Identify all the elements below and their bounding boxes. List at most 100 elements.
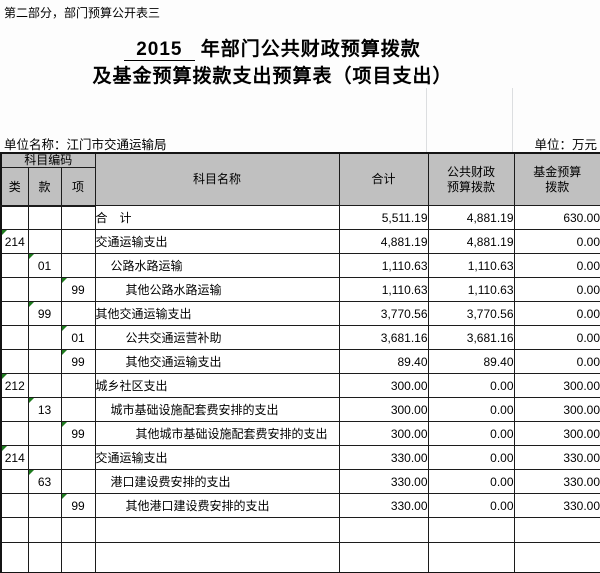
cell-code-section[interactable] — [27, 493, 62, 518]
cell-fund[interactable]: 300.00 — [513, 397, 600, 422]
cell-code-class[interactable]: 214 — [0, 229, 29, 254]
cell-code-class[interactable]: 214 — [0, 445, 29, 470]
cell-code-section[interactable]: 13 — [27, 397, 62, 422]
cell-code-class[interactable] — [0, 493, 29, 518]
cell-fund[interactable]: 330.00 — [513, 445, 600, 470]
cell-code-item[interactable]: 99 — [60, 493, 96, 518]
cell-code-section[interactable] — [27, 229, 62, 254]
cell-total[interactable]: 330.00 — [338, 493, 429, 518]
cell-total[interactable]: 3,681.16 — [338, 325, 429, 350]
cell-public-finance[interactable]: 1,110.63 — [427, 277, 515, 302]
cell-total[interactable]: 1,110.63 — [338, 253, 429, 278]
cell-subject-name[interactable]: 交通运输支出 — [94, 445, 340, 470]
cell-code-section[interactable] — [27, 373, 62, 398]
cell-code-section[interactable] — [27, 349, 62, 374]
cell-total[interactable]: 4,881.19 — [338, 229, 429, 254]
cell-subject-name[interactable]: 其他公路水路运输 — [94, 277, 340, 302]
cell-fund[interactable]: 0.00 — [513, 325, 600, 350]
cell-code-item[interactable] — [60, 253, 96, 278]
cell-code-item[interactable] — [60, 301, 96, 326]
cell-fund[interactable]: 0.00 — [513, 277, 600, 302]
cell-code-section[interactable]: 99 — [27, 301, 62, 326]
cell-subject-name[interactable]: 交通运输支出 — [94, 229, 340, 254]
cell-fund[interactable]: 0.00 — [513, 229, 600, 254]
cell-total[interactable]: 330.00 — [338, 469, 429, 494]
cell-public-finance[interactable] — [427, 542, 515, 573]
cell-subject-name[interactable]: 城乡社区支出 — [94, 373, 340, 398]
cell-code-section[interactable] — [27, 445, 62, 470]
cell-subject-name[interactable]: 公路水路运输 — [94, 253, 340, 278]
cell-subject-name[interactable]: 合 计 — [94, 205, 340, 230]
cell-fund[interactable]: 330.00 — [513, 469, 600, 494]
cell-public-finance[interactable]: 0.00 — [427, 493, 515, 518]
cell-public-finance[interactable]: 3,770.56 — [427, 301, 515, 326]
cell-code-class[interactable] — [0, 325, 29, 350]
cell-code-section[interactable] — [27, 542, 62, 573]
cell-total[interactable]: 5,511.19 — [338, 205, 429, 230]
cell-fund[interactable]: 300.00 — [513, 373, 600, 398]
cell-total[interactable]: 1,110.63 — [338, 277, 429, 302]
cell-code-section[interactable]: 63 — [27, 469, 62, 494]
cell-code-class[interactable] — [0, 253, 29, 278]
cell-code-item[interactable]: 99 — [60, 421, 96, 446]
cell-code-item[interactable]: 99 — [60, 349, 96, 374]
cell-code-item[interactable] — [60, 229, 96, 254]
cell-fund[interactable]: 0.00 — [513, 301, 600, 326]
cell-total[interactable] — [338, 517, 429, 543]
cell-code-section[interactable] — [27, 421, 62, 446]
cell-code-class[interactable] — [0, 542, 29, 573]
cell-code-section[interactable] — [27, 205, 62, 230]
cell-fund[interactable] — [513, 517, 600, 543]
cell-fund[interactable]: 0.00 — [513, 253, 600, 278]
cell-public-finance[interactable]: 4,881.19 — [427, 205, 515, 230]
cell-code-item[interactable] — [60, 397, 96, 422]
cell-fund[interactable]: 300.00 — [513, 421, 600, 446]
cell-total[interactable]: 3,770.56 — [338, 301, 429, 326]
cell-fund[interactable]: 0.00 — [513, 349, 600, 374]
cell-public-finance[interactable]: 0.00 — [427, 373, 515, 398]
cell-code-class[interactable] — [0, 517, 29, 543]
cell-code-item[interactable] — [60, 542, 96, 573]
cell-public-finance[interactable]: 4,881.19 — [427, 229, 515, 254]
cell-code-class[interactable] — [0, 421, 29, 446]
cell-code-class[interactable] — [0, 205, 29, 230]
cell-code-section[interactable] — [27, 517, 62, 543]
cell-fund[interactable] — [513, 542, 600, 573]
cell-subject-name[interactable]: 其他交通运输支出 — [94, 349, 340, 374]
cell-subject-name[interactable]: 其他城市基础设施配套费安排的支出 — [94, 421, 340, 446]
cell-code-class[interactable] — [0, 469, 29, 494]
cell-subject-name[interactable]: 其他港口建设费安排的支出 — [94, 493, 340, 518]
cell-public-finance[interactable]: 0.00 — [427, 421, 515, 446]
cell-subject-name[interactable] — [94, 517, 340, 543]
cell-code-item[interactable] — [60, 445, 96, 470]
cell-fund[interactable]: 630.00 — [513, 205, 600, 230]
cell-code-section[interactable] — [27, 277, 62, 302]
cell-public-finance[interactable]: 0.00 — [427, 445, 515, 470]
cell-public-finance[interactable]: 0.00 — [427, 469, 515, 494]
cell-code-item[interactable]: 99 — [60, 277, 96, 302]
cell-total[interactable]: 89.40 — [338, 349, 429, 374]
cell-code-class[interactable]: 212 — [0, 373, 29, 398]
cell-code-class[interactable] — [0, 349, 29, 374]
cell-code-section[interactable]: 01 — [27, 253, 62, 278]
cell-code-item[interactable] — [60, 205, 96, 230]
cell-code-class[interactable] — [0, 397, 29, 422]
cell-total[interactable]: 300.00 — [338, 373, 429, 398]
cell-subject-name[interactable]: 城市基础设施配套费安排的支出 — [94, 397, 340, 422]
cell-subject-name[interactable]: 其他交通运输支出 — [94, 301, 340, 326]
cell-total[interactable] — [338, 542, 429, 573]
cell-public-finance[interactable]: 0.00 — [427, 397, 515, 422]
cell-code-class[interactable] — [0, 301, 29, 326]
cell-subject-name[interactable]: 港口建设费安排的支出 — [94, 469, 340, 494]
cell-code-section[interactable] — [27, 325, 62, 350]
cell-public-finance[interactable]: 1,110.63 — [427, 253, 515, 278]
cell-code-class[interactable] — [0, 277, 29, 302]
cell-code-item[interactable] — [60, 373, 96, 398]
cell-public-finance[interactable] — [427, 517, 515, 543]
cell-total[interactable]: 300.00 — [338, 421, 429, 446]
cell-code-item[interactable] — [60, 469, 96, 494]
cell-total[interactable]: 300.00 — [338, 397, 429, 422]
cell-public-finance[interactable]: 89.40 — [427, 349, 515, 374]
cell-code-item[interactable] — [60, 517, 96, 543]
cell-code-item[interactable]: 01 — [60, 325, 96, 350]
